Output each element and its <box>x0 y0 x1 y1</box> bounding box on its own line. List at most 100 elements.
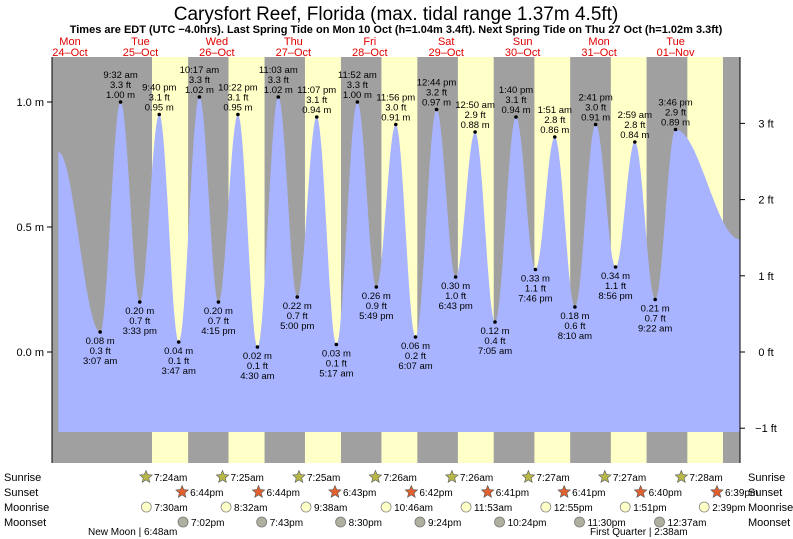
high-tide-label: 0.94 m <box>501 105 530 116</box>
sunrise-icon <box>444 469 459 483</box>
sunrise-time: 7:27am <box>536 473 569 484</box>
tide-point <box>473 130 477 134</box>
tide-point <box>613 265 618 269</box>
moonset-icon <box>494 516 505 528</box>
low-tide-label: 0.18 m <box>560 311 589 322</box>
low-tide-label: 0.2 ft <box>405 351 426 362</box>
high-tide-label: 0.95 m <box>145 103 174 114</box>
high-tide-label: 1:40 pm <box>499 85 533 96</box>
sunset-icon <box>710 484 724 498</box>
moonrise-icon <box>140 501 152 513</box>
right-tick-label: 2 ft <box>758 195 773 207</box>
high-tide-label: 3.3 ft <box>189 75 210 86</box>
high-tide-label: 10:22 pm <box>218 83 258 94</box>
low-tide-label: 3:33 pm <box>123 326 157 337</box>
day-date-label: 30–Oct <box>505 47 540 59</box>
tide-point <box>393 122 398 127</box>
sunset-time: 6:41pm <box>496 488 529 499</box>
right-tick-label: −1 ft <box>755 423 777 435</box>
high-tide-label: 0.88 m <box>461 120 490 131</box>
high-tide-label: 1.02 m <box>264 85 293 96</box>
sunrise-icon <box>139 469 153 483</box>
row-label-right: Sunset <box>748 487 782 499</box>
tide-point <box>197 95 202 99</box>
sunset-time: 6:44pm <box>190 488 223 499</box>
high-tide-label: 3.1 ft <box>149 93 170 104</box>
sunset-time: 6:39pm <box>725 488 758 499</box>
sunset-icon <box>251 484 266 498</box>
moonrise-time: 7:30am <box>154 503 187 514</box>
day-date-label: 29–Oct <box>428 47 463 59</box>
high-tide-label: 3.1 ft <box>306 95 327 106</box>
chart-title: Carysfort Reef, Florida (max. tidal rang… <box>174 4 619 25</box>
low-tide-label: 0.7 ft <box>645 314 666 325</box>
day-name-label: Mon <box>59 36 80 48</box>
day-date-label: 24–Oct <box>52 47 87 59</box>
day-date-label: 25–Oct <box>123 47 158 59</box>
low-tide-label: 0.33 m <box>521 274 550 285</box>
tide-point <box>434 107 439 112</box>
row-label-right: Sunrise <box>748 472 785 484</box>
high-tide-label: 10:17 am <box>180 65 220 76</box>
moonset-time: 8:30pm <box>349 518 382 529</box>
low-tide-label: 7:05 am <box>478 346 512 357</box>
low-tide-label: 7:46 pm <box>518 294 552 305</box>
row-label-right: Moonrise <box>748 502 793 514</box>
high-tide-label: 12:50 am <box>455 100 495 111</box>
right-tick-label: 3 ft <box>758 118 773 130</box>
high-tide-label: 3.3 ft <box>268 75 289 86</box>
moonrise-time: 8:32am <box>234 503 267 514</box>
sunrise-time: 7:26am <box>460 473 493 484</box>
moonrise-icon <box>300 501 312 513</box>
moonset-time: 10:24pm <box>508 518 547 529</box>
high-tide-label: 1.02 m <box>185 85 214 96</box>
day-name-label: Tue <box>131 36 150 48</box>
low-tide-label: 5:17 am <box>319 369 353 380</box>
high-tide-label: 1.00 m <box>343 90 372 101</box>
high-tide-label: 3.2 ft <box>426 88 447 99</box>
high-tide-label: 3.3 ft <box>347 80 368 91</box>
moonset-time: 7:43pm <box>270 518 303 529</box>
tide-point <box>334 342 339 347</box>
high-tide-label: 3.0 ft <box>585 103 606 114</box>
high-tide-label: 1.00 m <box>106 90 135 101</box>
sunset-icon <box>175 484 190 498</box>
high-tide-label: 3.1 ft <box>227 93 248 104</box>
day-name-label: Sun <box>513 36 533 48</box>
tide-point <box>573 305 577 309</box>
high-tide-label: 0.91 m <box>581 113 610 124</box>
day-date-label: 27–Oct <box>276 47 311 59</box>
day-name-label: Fri <box>363 36 376 48</box>
row-label-right: Moonset <box>748 517 790 529</box>
row-label-left: Sunset <box>4 487 38 499</box>
sunrise-time: 7:24am <box>154 473 187 484</box>
moonrise-time: 11:53am <box>474 503 512 514</box>
low-tide-label: 0.3 ft <box>90 346 111 357</box>
sunrise-time: 7:26am <box>383 473 416 484</box>
day-name-label: Tue <box>666 36 685 48</box>
row-label-left: Sunrise <box>4 472 41 484</box>
low-tide-label: 0.7 ft <box>208 316 229 327</box>
high-tide-label: 11:56 pm <box>376 93 415 104</box>
high-tide-label: 0.86 m <box>540 125 569 136</box>
row-label-left: Moonrise <box>4 502 49 514</box>
high-tide-label: 0.94 m <box>302 105 331 116</box>
moonset-icon <box>177 516 189 528</box>
day-date-label: 01–Nov <box>657 47 695 59</box>
day-name-label: Thu <box>284 36 303 48</box>
low-tide-label: 6:43 pm <box>438 301 472 312</box>
low-tide-label: 8:10 am <box>558 331 592 342</box>
left-tick-label: 1.0 m <box>16 97 44 109</box>
sunset-icon <box>328 484 342 498</box>
moonset-icon <box>574 516 585 528</box>
tide-point <box>255 345 260 349</box>
low-tide-label: 0.7 ft <box>129 316 150 327</box>
moonset-time: 9:24pm <box>428 518 461 529</box>
moonrise-icon <box>460 501 472 513</box>
tide-point <box>673 127 678 132</box>
high-tide-label: 3.3 ft <box>110 80 131 91</box>
sunset-icon <box>557 484 572 498</box>
day-name-label: Mon <box>588 36 609 48</box>
high-tide-label: 0.97 m <box>422 98 451 109</box>
tide-point <box>176 340 181 344</box>
